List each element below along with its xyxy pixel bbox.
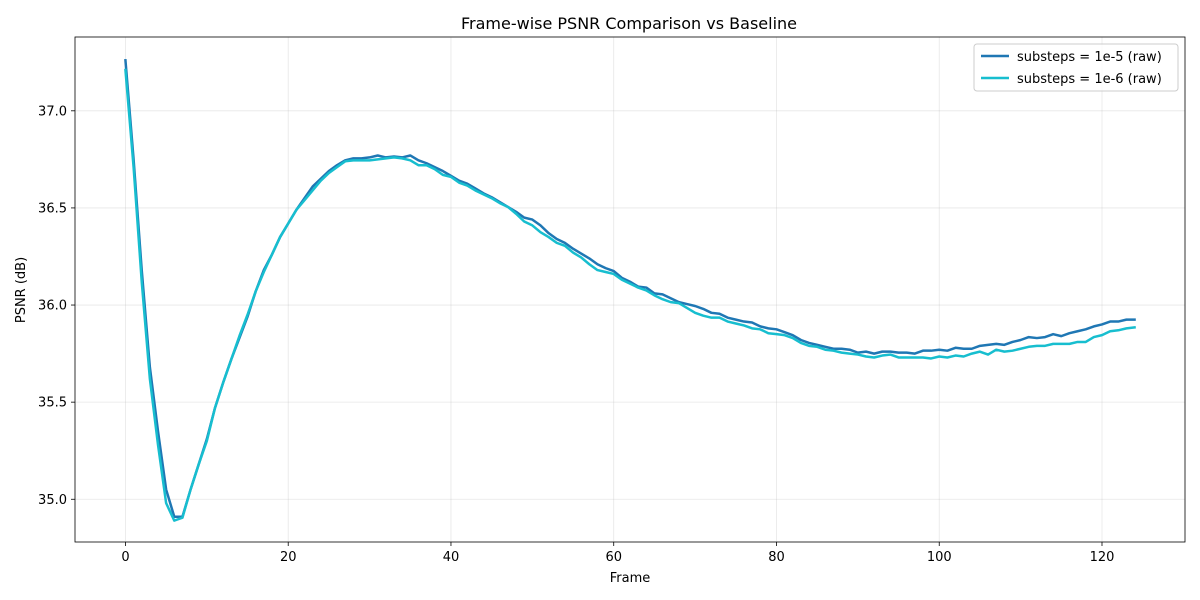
y-tick-label: 36.5 [38,201,67,216]
x-tick-label: 80 [768,550,785,565]
series-layer [124,58,1136,522]
x-axis-ticks: 0 20 40 60 80 100 120 [121,542,1114,565]
x-tick-label: 120 [1090,550,1115,565]
x-tick-label: 20 [280,550,297,565]
series-line-2 [124,68,1136,522]
y-tick-label: 37.0 [38,104,67,119]
legend-label-series-2: substeps = 1e-6 (raw) [1017,72,1162,87]
y-axis-title: PSNR (dB) [14,257,29,323]
x-tick-label: 100 [927,550,952,565]
chart-title: Frame-wise PSNR Comparison vs Baseline [461,14,797,33]
legend-label-series-1: substeps = 1e-5 (raw) [1017,50,1162,65]
y-tick-label: 35.0 [38,493,67,508]
x-tick-label: 60 [605,550,622,565]
y-tick-label: 36.0 [38,299,67,314]
legend-box [973,43,1179,92]
y-axis-ticks: 35.0 35.5 36.0 36.5 37.0 [38,104,75,508]
x-tick-label: 0 [121,550,129,565]
x-tick-label: 40 [443,550,460,565]
plot-frame [74,36,1186,543]
x-axis-title: Frame [610,571,651,586]
y-tick-label: 35.5 [38,396,67,411]
grid-layer [75,37,1185,542]
legend: substeps = 1e-5 (raw) substeps = 1e-6 (r… [973,43,1179,92]
